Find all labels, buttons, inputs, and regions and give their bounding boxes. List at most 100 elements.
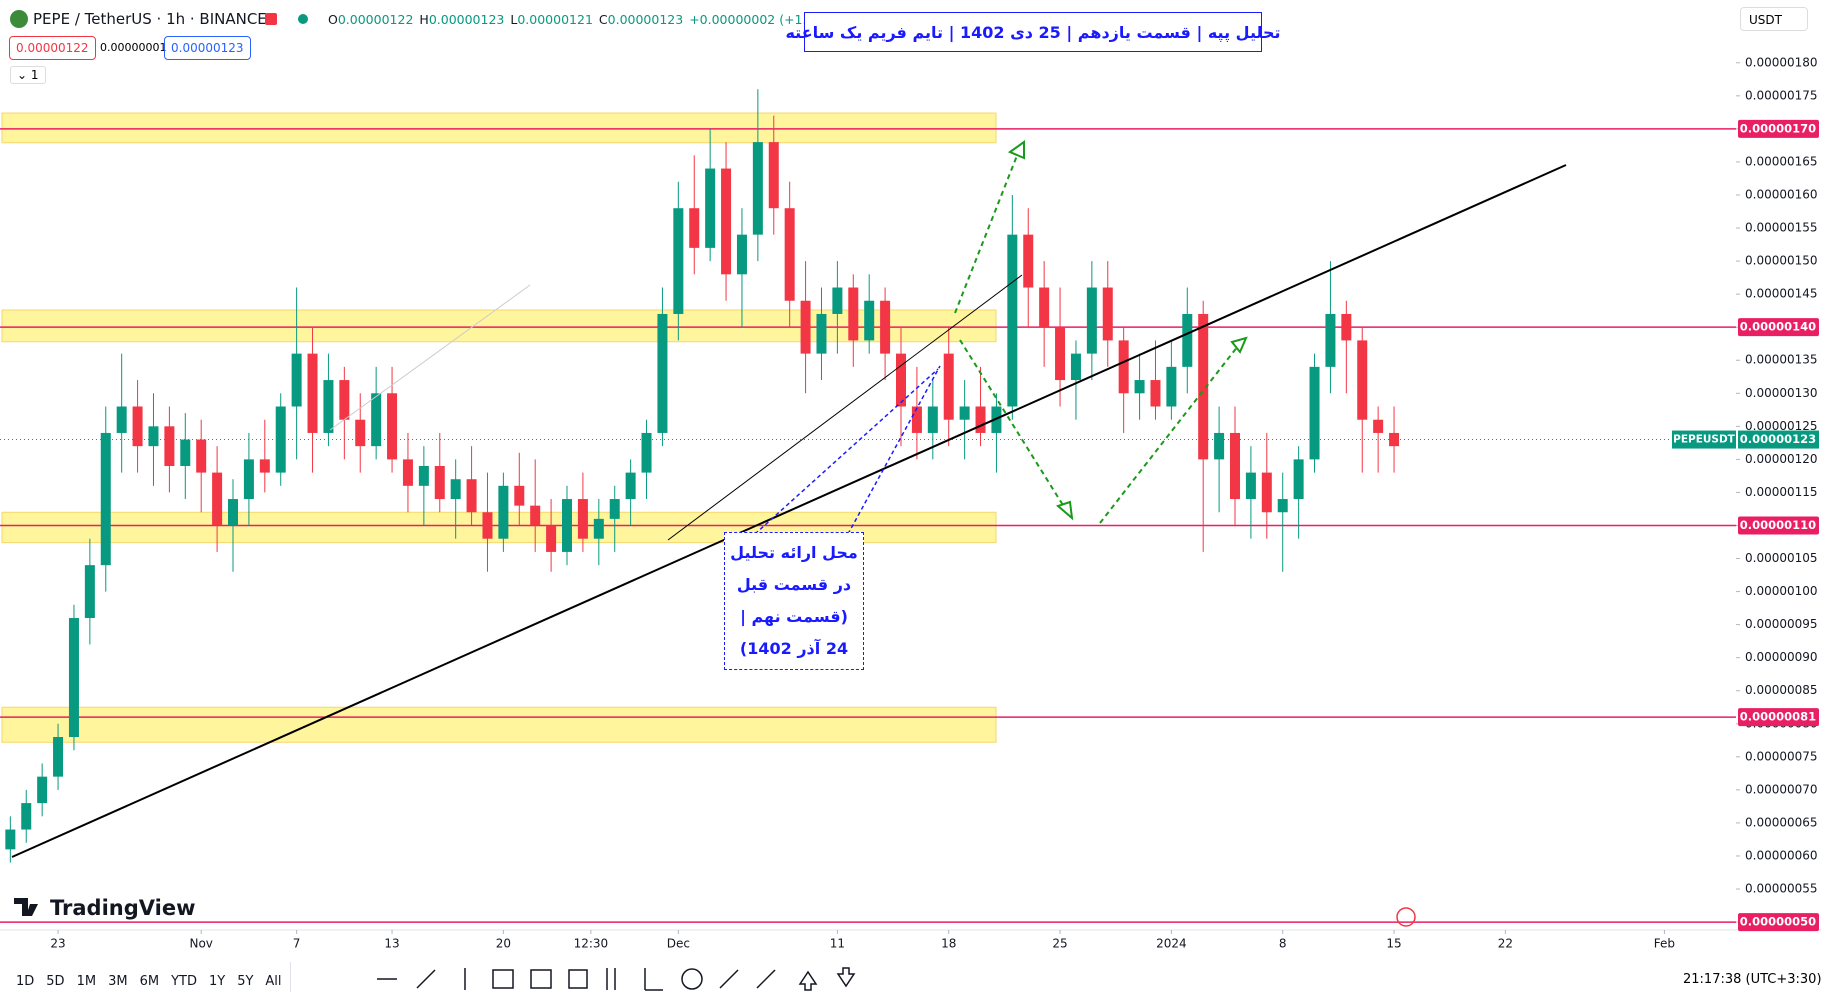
- candle-body: [180, 439, 191, 466]
- currency-select[interactable]: USDT: [1740, 7, 1808, 31]
- x-tick-label: 12:30: [574, 937, 609, 951]
- candle-body: [1086, 287, 1097, 354]
- candle-body: [1055, 327, 1066, 381]
- ohlc-key: O: [328, 12, 338, 27]
- x-tick-label: 18: [941, 937, 956, 951]
- candle-body: [546, 525, 557, 552]
- indicator-count: 1: [30, 68, 39, 82]
- candle-body: [371, 393, 382, 447]
- y-tick-label: 0.00000150: [1745, 254, 1818, 268]
- candle-body: [307, 353, 318, 433]
- candle-body: [387, 393, 398, 460]
- candle-body: [1293, 459, 1304, 500]
- spread: 0.00000001: [100, 41, 167, 54]
- candle-body: [1325, 313, 1336, 367]
- range-button[interactable]: 1Y: [208, 974, 226, 989]
- candle-body: [418, 465, 429, 486]
- candle-body: [911, 406, 922, 433]
- candle-body: [832, 287, 843, 314]
- y-tick-label: 0.00000160: [1745, 187, 1818, 201]
- x-tick-label: Dec: [667, 937, 690, 951]
- buy-price[interactable]: 0.00000123: [164, 36, 251, 60]
- last-name-tag: [1672, 430, 1736, 449]
- y-tick-label: 0.00000090: [1745, 650, 1818, 664]
- indicators-toggle[interactable]: ⌄ 1: [10, 66, 46, 84]
- x-tick-label: 23: [50, 937, 65, 951]
- symbol-title[interactable]: PEPE / TetherUS · 1h · BINANCE: [33, 10, 267, 28]
- flag[interactable]: [265, 13, 277, 25]
- candle-body: [864, 300, 875, 341]
- candle-body: [896, 353, 907, 407]
- candle-body: [323, 380, 334, 433]
- candle-body: [1261, 472, 1272, 513]
- candle-body: [1357, 340, 1368, 420]
- y-tick-label: 0.00000120: [1745, 452, 1818, 466]
- candle-body: [148, 426, 159, 447]
- y-tick-label: 0.00000155: [1745, 221, 1818, 235]
- last-price-tag: [1738, 430, 1819, 449]
- x-tick-label: 2024: [1156, 937, 1187, 951]
- level-tag: [1738, 516, 1819, 535]
- candle-body: [1277, 499, 1288, 513]
- candle-body: [752, 142, 763, 235]
- x-tick-label: 11: [830, 937, 845, 951]
- y-tick-label: 0.00000095: [1745, 617, 1818, 631]
- candle-body: [1007, 234, 1018, 407]
- candle-body: [705, 168, 716, 248]
- x-tick-label: 20: [496, 937, 511, 951]
- candle-body: [450, 479, 461, 500]
- candle-body: [768, 142, 779, 209]
- candle-body: [943, 353, 954, 420]
- zone: [1, 309, 997, 343]
- y-tick-label: 0.00000105: [1745, 551, 1818, 565]
- range-button[interactable]: All: [265, 974, 282, 989]
- candle-body: [466, 479, 477, 513]
- range-button[interactable]: 1M: [76, 974, 97, 989]
- candle-body: [132, 406, 143, 447]
- sell-price[interactable]: 0.00000122: [9, 36, 96, 60]
- symbol-icon: [10, 10, 28, 28]
- candle-body: [816, 313, 827, 354]
- x-tick-label: Nov: [189, 937, 212, 951]
- y-tick-label: 0.00000135: [1745, 353, 1818, 367]
- candle-body: [259, 459, 270, 473]
- candle-body: [402, 459, 413, 486]
- level-tag-label: 0.00000050: [1740, 915, 1816, 929]
- level-tag: [1738, 119, 1819, 138]
- candle-body: [37, 776, 48, 804]
- x-tick-label: 15: [1386, 937, 1401, 951]
- candle-body: [1150, 380, 1161, 407]
- x-tick-label: 25: [1052, 937, 1067, 951]
- replay-icon[interactable]: [1396, 907, 1416, 927]
- range-button[interactable]: 6M: [139, 974, 160, 989]
- candle-body: [1389, 432, 1400, 447]
- candle-body: [243, 459, 254, 500]
- range-button[interactable]: YTD: [171, 974, 197, 989]
- range-button[interactable]: 5D: [46, 974, 65, 989]
- chart: 0.00000050 0.00000055 0.00000060 0.00000065…: [0, 55, 1821, 951]
- candle-body: [1134, 380, 1145, 394]
- candle-body: [1198, 313, 1209, 460]
- candle-body: [1230, 432, 1241, 500]
- drawing-toolbar: [377, 967, 856, 991]
- zone: [1, 112, 997, 144]
- candle-body: [593, 518, 604, 539]
- candle-body: [577, 499, 588, 539]
- candle-body: [562, 499, 573, 552]
- y-tick-label: 0.00000060: [1745, 848, 1818, 862]
- candle-body: [5, 829, 16, 850]
- y-tick-label: 0.00000085: [1745, 683, 1818, 697]
- y-tick-label: 0.00000175: [1745, 88, 1818, 102]
- range-button[interactable]: 5Y: [237, 974, 254, 989]
- y-tick-label: 0.00000065: [1745, 815, 1818, 829]
- candle-body: [625, 472, 636, 500]
- candle-body: [641, 432, 652, 473]
- candle-body: [21, 803, 32, 830]
- x-tick-label: 8: [1279, 937, 1287, 951]
- range-button[interactable]: 3M: [108, 974, 128, 989]
- range-bar: 1D 5D 1M 3M 6M YTD 1Y 5Y All: [16, 970, 294, 989]
- candle-body: [116, 406, 127, 433]
- range-button[interactable]: 1D: [16, 974, 35, 989]
- candle-body: [1118, 340, 1129, 394]
